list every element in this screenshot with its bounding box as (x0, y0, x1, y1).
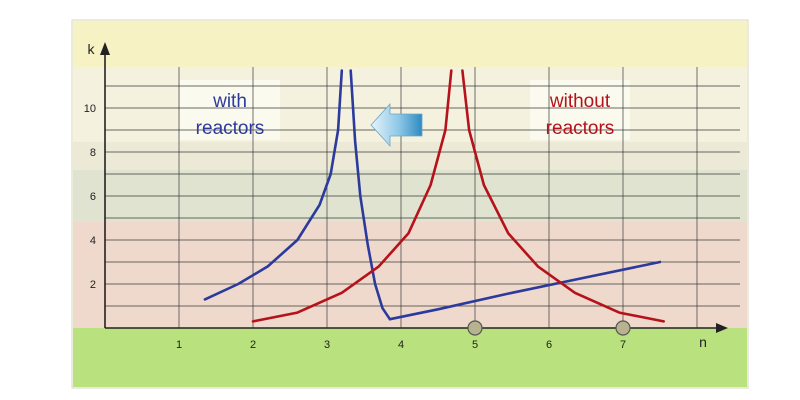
x-axis-arrow (716, 323, 728, 333)
y-axis-label: k (88, 41, 96, 57)
tick-labels: 1 2 3 4 5 6 7 2 4 6 8 10 (84, 103, 626, 351)
curves (203, 69, 665, 323)
x-tick-label: 7 (620, 339, 626, 351)
x-tick-label: 6 (546, 339, 552, 351)
band-top (73, 21, 747, 67)
ground-band (73, 328, 747, 387)
y-tick-label: 10 (84, 103, 96, 115)
axis-marker-1 (615, 320, 631, 336)
without-label-line1: without (549, 91, 611, 112)
y-tick-label: 4 (90, 235, 96, 247)
with-label-line2: reactors (196, 118, 265, 139)
series-0-segment-0 (203, 69, 344, 301)
x-axis-label: n (699, 334, 707, 350)
y-tick-label: 6 (90, 191, 96, 203)
series-0-segment-1 (349, 69, 392, 321)
band-upper (73, 142, 747, 170)
grid (105, 67, 740, 328)
series-1-segment-0 (251, 69, 453, 323)
x-tick-label: 3 (324, 339, 330, 351)
y-tick-label: 2 (90, 279, 96, 291)
series-1-segment-1 (461, 69, 665, 323)
series-0-segment-2 (388, 260, 662, 321)
y-axis-arrow (100, 42, 110, 55)
band-lower (73, 222, 747, 328)
without-label-line2: reactors (546, 118, 615, 139)
x-tick-label: 1 (176, 339, 182, 351)
with-label-line1: with (212, 91, 247, 112)
x-tick-label: 2 (250, 339, 256, 351)
left-arrow-icon (370, 102, 423, 148)
x-tick-label: 4 (398, 339, 404, 351)
x-tick-label: 5 (472, 339, 478, 351)
y-tick-label: 8 (90, 147, 96, 159)
markers (467, 320, 631, 336)
axis-marker-0 (467, 320, 483, 336)
